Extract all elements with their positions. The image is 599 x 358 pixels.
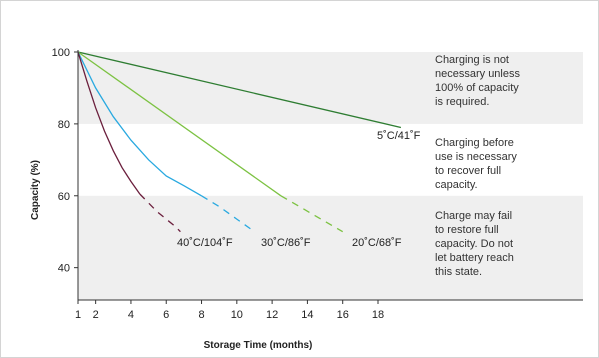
labels-layer: 5˚C/41˚F 20˚C/68˚F 30˚C/86˚F 40˚C/104˚F	[177, 130, 421, 249]
zone-3-text-line: Charge may fail	[435, 210, 512, 222]
series-line-5-c-41-f	[77, 51, 402, 129]
series-label-30-c-86-f: 30˚C/86˚F	[261, 237, 311, 249]
series-line-30-c-86-f	[77, 51, 202, 197]
y-tick-label: 100	[52, 47, 70, 59]
x-tick-label: 8	[198, 309, 204, 321]
x-tick-label: 12	[266, 309, 278, 321]
series-line-20-c-68-f	[77, 51, 282, 197]
zone-2-text-line: Charging before	[435, 137, 514, 149]
zones-layer: Charging is not necessary unless 100% of c…	[78, 52, 583, 300]
series-dash-30-c-86-f	[201, 195, 255, 233]
x-tick-label: 14	[301, 309, 313, 321]
series-layer	[77, 51, 402, 233]
zone-3-text-line: this state.	[435, 266, 482, 278]
x-tick-label: 6	[163, 309, 169, 321]
axes-layer: 1 2 4 6 8 10 12 14 16 18 40 60 80 100	[52, 47, 583, 321]
x-tick-label: 4	[128, 309, 134, 321]
zone-1-text-line: necessary unless	[435, 68, 520, 80]
series-label-5-c-41-f: 5˚C/41˚F	[377, 130, 421, 142]
series-label-40-c-104-f: 40˚C/104˚F	[177, 237, 233, 249]
zone-3-text-line: capacity. Do not	[435, 238, 513, 250]
zone-band-3	[78, 195, 583, 300]
zone-3-text-line: to restore full	[435, 224, 499, 236]
y-tick-label: 60	[58, 191, 70, 203]
zone-2-text-line: capacity.	[435, 179, 478, 191]
zone-3-text-line: let battery reach	[435, 252, 514, 264]
series-label-20-c-68-f: 20˚C/68˚F	[352, 237, 402, 249]
x-tick-label: 1	[75, 309, 81, 321]
zone-1-text-line: Charging is not	[435, 54, 509, 66]
x-tick-label: 2	[93, 309, 99, 321]
zone-2-text-line: to recover full	[435, 165, 501, 177]
y-tick-label: 80	[58, 119, 70, 131]
x-tick-label: 16	[337, 309, 349, 321]
zone-1-text-line: is required.	[435, 96, 489, 108]
x-axis-title: Storage Time (months)	[204, 340, 313, 351]
zone-2-text-line: use is necessary	[435, 151, 517, 163]
y-axis-title: Capacity (%)	[30, 160, 41, 220]
series-dash-40-c-104-f	[139, 193, 181, 233]
x-tick-label: 18	[372, 309, 384, 321]
x-tick-label: 10	[231, 309, 243, 321]
zone-1-text-line: 100% of capacity	[435, 82, 519, 94]
y-tick-label: 40	[58, 263, 70, 275]
series-line-40-c-104-f	[77, 51, 141, 195]
